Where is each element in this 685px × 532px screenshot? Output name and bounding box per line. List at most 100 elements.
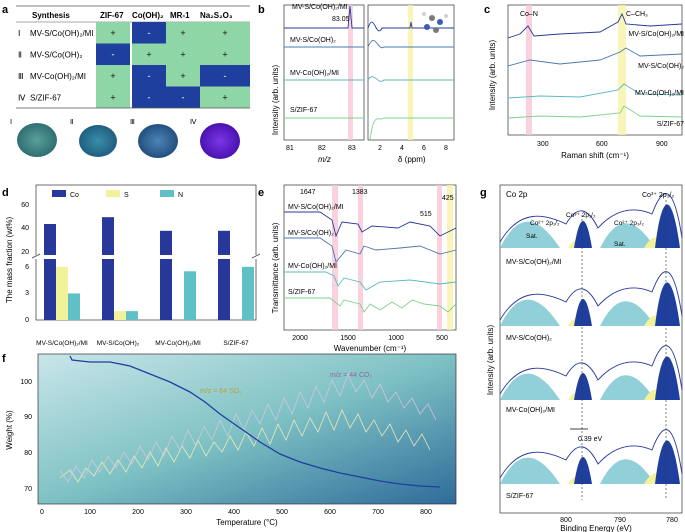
d-ytick-20: 20 [21, 249, 29, 256]
c-series-2: MV-S/Co(OH)₂ [638, 63, 684, 70]
b-xlabel-left: m/z [318, 155, 331, 164]
cell-4-4 [200, 86, 250, 108]
g-label-sat2: Sat. [614, 241, 626, 248]
cell-3-2 [132, 65, 166, 87]
g-sat-peak-b-3 [600, 375, 655, 400]
photo-sample-1 [17, 123, 57, 157]
b-xtick-81: 81 [286, 145, 294, 152]
f-ytick-70: 70 [24, 486, 32, 493]
g-xtick-800: 800 [560, 517, 572, 524]
g-envelope-3 [499, 345, 683, 395]
d-cat-1: MV-S/Co(OH)₂/MI [36, 340, 88, 347]
b-series-3: MV-Co(OH)₂/MI [290, 70, 339, 77]
header-mr1: MR-1 [170, 11, 190, 20]
g-sat-peak-b-2 [600, 301, 655, 326]
f-xtick-100: 100 [84, 509, 96, 516]
c-xlabel: Raman shift (cm⁻¹) [561, 151, 629, 160]
e-xlabel: Wavenumber (cm⁻¹) [334, 344, 407, 353]
g-sat-peak-a-4 [500, 457, 560, 484]
panel-b: b Intensity (arb. units) MV-S/Co(OH)₂/MI… [258, 4, 455, 164]
bar-n-4 [242, 266, 254, 320]
cell-4-3 [166, 86, 200, 108]
d-cat-4: S/ZIF-67 [223, 340, 249, 347]
axis-break-mark-right [251, 253, 261, 259]
cell-value-3-2: - [148, 71, 151, 81]
g-co3-peak-a-4 [574, 457, 592, 484]
g-envelope-1 [499, 193, 683, 243]
f-xtick-700: 700 [372, 509, 384, 516]
cell-value-4-3: - [182, 93, 185, 103]
f-ms-co2: m/z = 44 CO₂ [330, 372, 372, 379]
cell-1-4 [200, 22, 250, 44]
b-ylabel: Intensity (arb. units) [271, 65, 280, 136]
b-xtick-82: 82 [318, 145, 326, 152]
b-xtick-2: 2 [378, 145, 382, 152]
g-sat-peak-a-1 [500, 221, 560, 248]
b-xlabel-right: δ (ppm) [398, 155, 426, 164]
c-xtick-300: 300 [537, 141, 549, 148]
e-series-2: MV-S/Co(OH)₂ [288, 230, 334, 237]
cell-value-4-1: + [110, 93, 115, 103]
g-co3-peak-b-1 [655, 204, 680, 248]
f-xtick-600: 600 [324, 509, 336, 516]
f-ylabel: Weight (%) [5, 410, 14, 450]
g-label-co2-p32: Co²⁺ 2p₃/₂ [614, 220, 644, 227]
e-ylabel: Transmittance (arb. units) [271, 222, 280, 313]
photo-label-4: Ⅳ [190, 119, 197, 126]
cell-value-1-2: - [148, 28, 151, 38]
header-zif67: ZIF-67 [100, 11, 124, 20]
g-sat-peak-b-4 [600, 459, 655, 484]
g-label-co3-p32: Co³⁺ 2p₃/₂ [642, 192, 675, 199]
f-xlabel: Temperature (°C) [216, 518, 278, 527]
g-co3-peak-b-3 [655, 356, 680, 400]
f-xtick-400: 400 [228, 509, 240, 516]
g-series-2: MV-S/Co(OH)₂ [506, 335, 552, 342]
panel-d: d The mass fraction (wt%) Co S N 0 3 6 2… [2, 184, 261, 347]
photo-label-1: Ⅰ [10, 119, 12, 126]
g-sat-peak-a-3 [500, 373, 560, 400]
cell-1-3 [166, 22, 200, 44]
cell-2-3 [166, 43, 200, 65]
g-sat-peak-b-1 [600, 223, 655, 248]
row-name-1: MV-S/Co(OH)₂/MI [30, 29, 94, 38]
c-xtick-600: 600 [596, 141, 608, 148]
legend-swatch-s [106, 190, 120, 197]
d-ytick-0: 0 [25, 317, 29, 324]
panel-label-a: a [2, 4, 9, 16]
row-roman-1: Ⅰ [18, 29, 20, 38]
bar-co-3 [160, 230, 172, 320]
molecule-icon [422, 12, 448, 33]
d-cat-2: MV-S/Co(OH)₂ [97, 340, 140, 347]
row-roman-3: Ⅲ [18, 72, 24, 81]
bar-n-1 [68, 293, 80, 320]
g-co3-peak-a-1 [574, 221, 592, 248]
cell-value-1-1: + [110, 28, 115, 38]
b-series-4: S/ZIF-67 [290, 107, 317, 114]
d-legend: Co S N [52, 190, 183, 199]
b-xtick-4: 4 [400, 145, 404, 152]
photo-sample-2 [79, 125, 117, 157]
cell-value-2-3: + [180, 50, 185, 60]
sample-photos: Ⅰ Ⅱ Ⅲ Ⅳ [10, 119, 240, 159]
bar-co-2 [102, 217, 114, 320]
g-ylabel: Intensity (arb. units) [486, 325, 495, 396]
e-peak-1647: 1647 [300, 189, 316, 196]
row-name-2: MV-S/Co(OH)₂ [30, 51, 82, 60]
cell-3-4 [200, 65, 250, 87]
cell-2-4 [200, 43, 250, 65]
g-xtick-790: 790 [614, 517, 626, 524]
cell-1-1 [96, 22, 130, 44]
photo-sample-4 [200, 123, 240, 159]
d-ytick-60: 60 [21, 202, 29, 209]
c-series-1: MV-S/Co(OH)₂/MI [628, 31, 684, 38]
cell-3-1 [96, 65, 130, 87]
cell-value-1-4: + [222, 28, 227, 38]
bar-s-2 [114, 311, 126, 320]
g-co3-peak-b-4 [655, 440, 680, 484]
b-annotation: 83.05 [332, 16, 350, 23]
g-series-4: S/ZIF-67 [506, 493, 533, 500]
photo-label-2: Ⅱ [70, 119, 73, 126]
f-ytick-100: 100 [20, 379, 32, 386]
panel-e: e Transmittance (arb. units) 1647 1383 5… [258, 184, 457, 353]
